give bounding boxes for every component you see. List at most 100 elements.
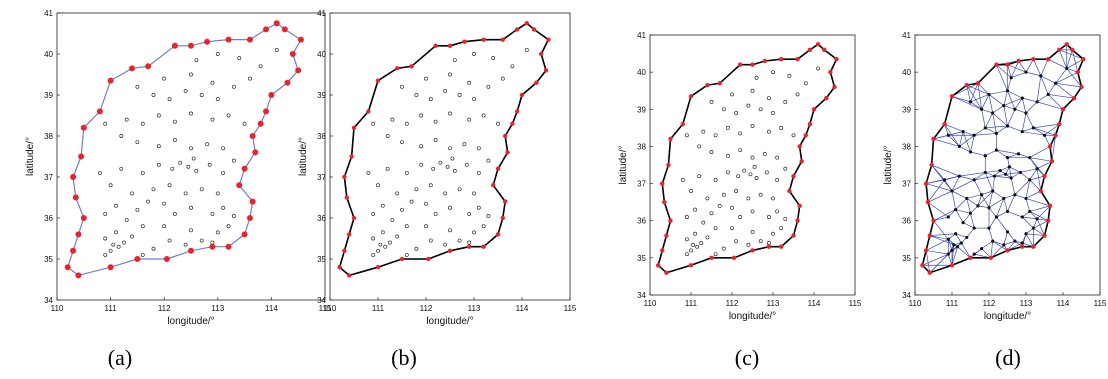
station-point [965, 196, 969, 201]
boundary-point [923, 181, 929, 186]
station-point [1035, 100, 1039, 104]
boundary-point [134, 256, 141, 262]
mesh-edge [988, 90, 1008, 95]
station-point [957, 174, 962, 178]
station-point [1013, 193, 1017, 197]
x-tick-label: 115 [319, 304, 332, 313]
station-point [443, 242, 448, 247]
boundary-point [225, 36, 232, 43]
station-point [462, 142, 467, 147]
mesh-edge [951, 82, 979, 97]
boundary-point [1071, 95, 1077, 101]
y-tick-label: 39 [902, 105, 911, 114]
mesh-edge [1009, 166, 1012, 179]
station-point [183, 242, 188, 247]
x-tick-label: 113 [1020, 299, 1033, 308]
mesh-edge [1018, 60, 1027, 73]
station-point [500, 76, 505, 81]
mesh-edge [948, 135, 960, 147]
mesh-edge [988, 198, 1004, 209]
station-point [510, 64, 515, 69]
y-axis-label: latitude/° [25, 137, 36, 176]
station-point [433, 119, 438, 124]
mesh-edge [1007, 90, 1016, 110]
mesh-edge [1007, 153, 1019, 158]
station-point [742, 168, 747, 173]
mesh-edge [994, 173, 1006, 177]
boundary-point [349, 154, 354, 159]
station-point [957, 144, 962, 149]
boundary-point [342, 248, 347, 253]
mesh-edge [1040, 59, 1049, 76]
y-tick-label: 40 [637, 68, 646, 77]
station-point [980, 107, 984, 111]
y-tick-label: 35 [317, 255, 326, 264]
boundary-point [531, 27, 537, 32]
boundary-point [503, 199, 508, 204]
station-point [684, 252, 689, 257]
station-point [424, 224, 428, 229]
mesh-edge [1029, 146, 1051, 158]
station-point [705, 196, 710, 201]
boundary-point [803, 133, 808, 138]
station-point [428, 183, 433, 188]
mesh-edge [1025, 179, 1031, 199]
boundary-point [750, 248, 755, 253]
mesh-edge [959, 135, 975, 147]
boundary-point [731, 255, 737, 261]
x-tick-label: 111 [685, 299, 698, 308]
station-point [766, 96, 771, 101]
station-point [486, 84, 491, 89]
boundary-point [664, 233, 669, 238]
station-point [390, 218, 395, 222]
boundary-point [351, 215, 357, 221]
boundary-point [481, 37, 486, 42]
mesh-edge [1033, 220, 1049, 229]
station-point [450, 156, 455, 161]
boundary-point [828, 69, 833, 75]
station-point [215, 230, 220, 235]
station-point [991, 111, 995, 115]
mesh-edge [988, 94, 994, 114]
mesh-edge [966, 85, 971, 102]
x-tick-label: 112 [158, 304, 171, 313]
station-point [210, 80, 215, 85]
mesh-edge [1036, 218, 1045, 236]
station-point [135, 84, 140, 89]
boundary-point [688, 94, 694, 99]
station-point [946, 133, 950, 137]
axes-frame [56, 12, 326, 301]
boundary-point [273, 20, 280, 27]
station-point [1018, 170, 1023, 175]
station-point [215, 97, 220, 102]
station-point [701, 129, 706, 134]
station-point [452, 168, 457, 173]
station-point [274, 47, 279, 52]
boundary-point [1049, 159, 1055, 164]
station-point [991, 189, 995, 193]
mesh-edge [970, 151, 986, 157]
mesh-edge [1021, 233, 1027, 244]
station-point [140, 224, 145, 229]
mesh-edge [927, 179, 945, 203]
mesh-edge [959, 172, 986, 177]
mesh-edge [1066, 49, 1073, 69]
mesh-edge [981, 190, 993, 196]
boundary-point [1053, 133, 1058, 138]
station-point [162, 224, 167, 229]
station-point [946, 252, 950, 256]
mesh-edge [1036, 94, 1049, 103]
mesh-edge [992, 105, 1004, 114]
mesh-edge [1025, 233, 1034, 247]
boundary-point [107, 77, 114, 84]
y-tick-label: 37 [317, 173, 326, 182]
station-point [693, 231, 698, 236]
mesh-edge [974, 133, 997, 136]
station-point [116, 244, 121, 249]
mesh-edge [1021, 112, 1027, 132]
y-tick-label: 39 [317, 91, 326, 100]
station-point [491, 56, 496, 61]
station-point [954, 207, 958, 212]
boundary-point [920, 263, 925, 268]
station-point [987, 226, 991, 230]
